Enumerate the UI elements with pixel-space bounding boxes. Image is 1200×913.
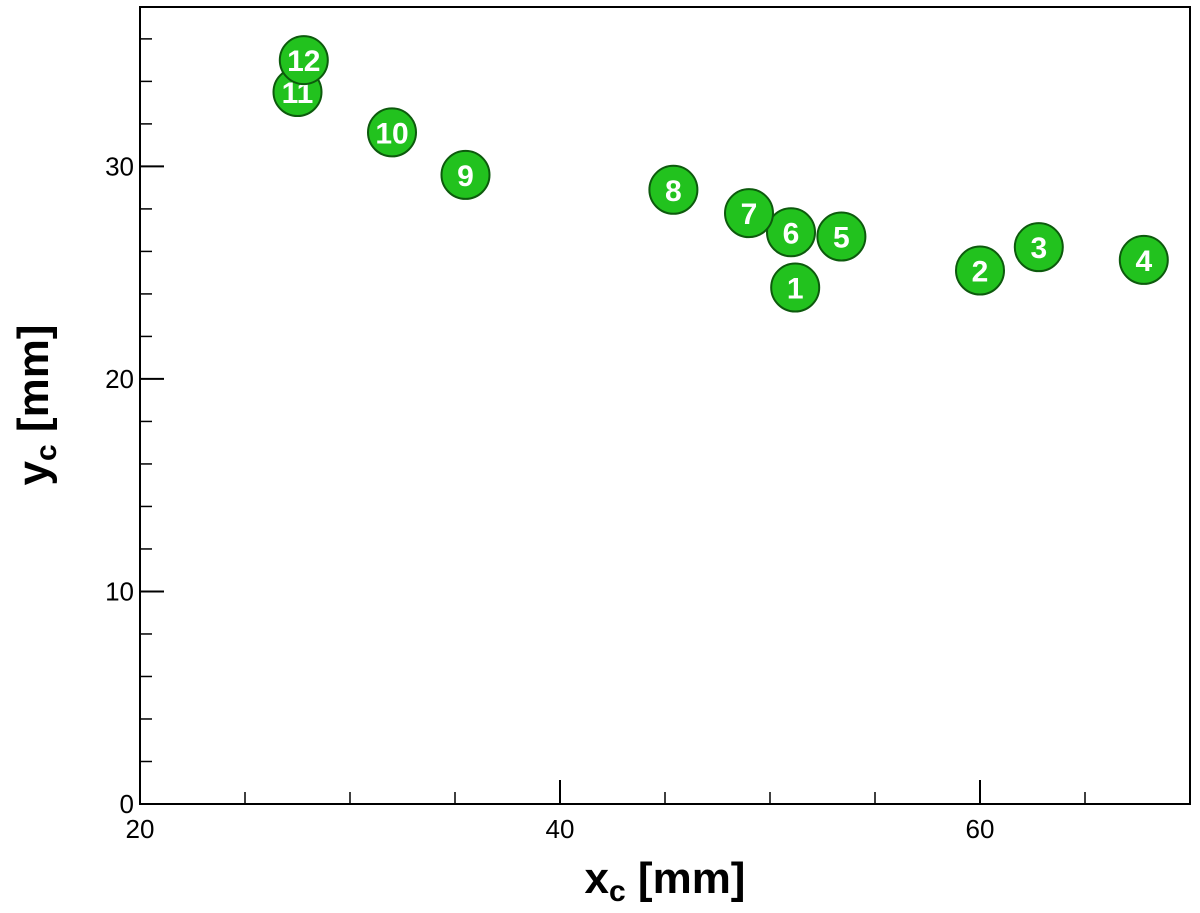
x-axis-tick-labels: 20 40 60 <box>126 814 995 844</box>
data-point-marker <box>766 207 816 258</box>
data-point-marker <box>648 164 699 215</box>
data-point-7: 7 <box>724 188 774 239</box>
data-point-marker <box>1013 222 1064 273</box>
y-axis-title: yc [mm] <box>9 325 63 486</box>
data-point-marker <box>367 107 417 158</box>
data-point-marker <box>1118 234 1169 285</box>
data-point-8: 8 <box>648 164 699 215</box>
data-point-label: 1 <box>787 273 804 306</box>
y-axis-title-sub: c <box>30 444 63 461</box>
x-axis-title: xc [mm] <box>585 854 746 908</box>
x-tick-label: 60 <box>966 814 995 844</box>
data-point-label: 4 <box>1135 245 1152 278</box>
data-point-label: 6 <box>783 217 800 250</box>
data-point-marker <box>770 262 821 313</box>
y-axis-ticks <box>140 38 164 805</box>
data-point-marker <box>724 188 774 239</box>
y-tick-label: 20 <box>105 364 134 394</box>
data-point-10: 10 <box>367 107 417 158</box>
data-point-label: 7 <box>741 198 758 231</box>
plot-frame <box>139 6 1191 805</box>
data-point-1: 1 <box>770 262 821 313</box>
data-point-label: 10 <box>375 117 408 150</box>
data-point-marker <box>955 245 1005 296</box>
data-point-12: 12 <box>278 35 329 86</box>
data-point-label: 5 <box>833 222 850 255</box>
data-point-marker <box>816 211 867 262</box>
data-point-4: 4 <box>1118 234 1169 285</box>
y-axis-title-main: y <box>9 460 58 485</box>
data-point-5: 5 <box>816 211 867 262</box>
y-axis-tick-labels: 0 10 20 30 <box>105 151 134 819</box>
x-tick-label: 20 <box>126 814 155 844</box>
x-axis-ticks <box>139 780 1086 804</box>
data-point-2: 2 <box>955 245 1005 296</box>
data-point-label: 3 <box>1030 232 1047 265</box>
data-point-marker <box>440 149 491 200</box>
data-point-3: 3 <box>1013 222 1064 273</box>
y-tick-label: 0 <box>120 789 134 819</box>
x-axis-title-sub: c <box>609 875 626 908</box>
data-point-label: 12 <box>287 45 320 78</box>
data-point-label: 9 <box>457 160 474 193</box>
y-tick-label: 30 <box>105 151 134 181</box>
data-point-marker <box>278 35 329 86</box>
y-tick-label: 10 <box>105 576 134 606</box>
data-point-label: 8 <box>665 175 682 208</box>
x-axis-title-main: x <box>585 854 610 903</box>
x-axis-title-unit: [mm] <box>626 854 746 903</box>
data-point-9: 9 <box>440 149 491 200</box>
data-point-label: 2 <box>972 256 989 289</box>
x-tick-label: 40 <box>546 814 575 844</box>
y-axis-title-unit: [mm] <box>9 325 58 445</box>
data-point-6: 6 <box>766 207 816 258</box>
